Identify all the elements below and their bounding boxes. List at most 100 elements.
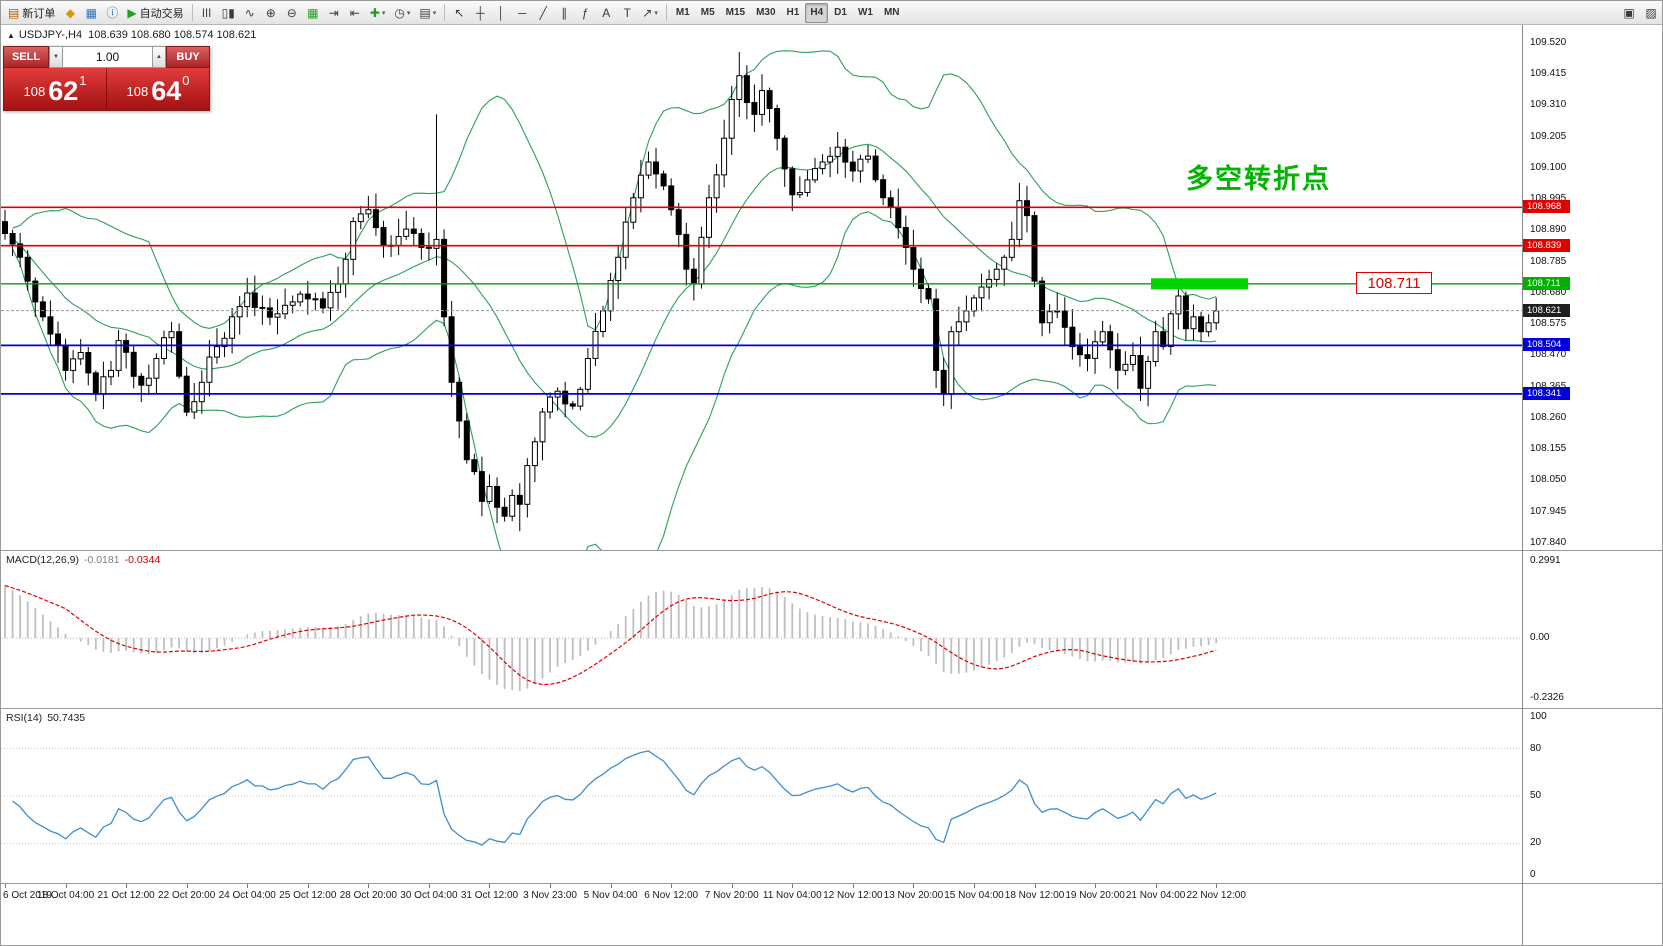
timeframe-m15-button[interactable]: M15 <box>721 3 750 23</box>
panel-splitter[interactable] <box>1 708 1662 709</box>
chart-window-icon[interactable]: ▣ <box>1619 3 1639 23</box>
time-tick <box>489 884 491 888</box>
popup-prices-icon[interactable]: ▨ <box>1641 3 1661 23</box>
volume-up-button[interactable]: ▲ <box>152 46 166 68</box>
time-axis-label: 12 Nov 12:00 <box>823 890 883 901</box>
timeframe-h4-button[interactable]: H4 <box>805 2 829 23</box>
one-click-toggle-icon[interactable]: ▲ <box>7 31 15 40</box>
trendline-icon: ╱ <box>539 5 547 20</box>
price-badge: 108.341 <box>1523 387 1570 400</box>
time-tick <box>973 884 975 888</box>
time-tick <box>186 884 188 888</box>
timeframe-m1-button[interactable]: M1 <box>671 3 695 23</box>
candlestick-chart-icon[interactable]: ▯▮ <box>218 3 239 23</box>
sell-price-panel[interactable]: 108 62 1 <box>4 68 106 110</box>
new-order-button[interactable]: ▤ 新订单 <box>4 3 59 23</box>
candlestick-chart[interactable] <box>1 25 1522 550</box>
chart-window-icon: ▣ <box>1623 5 1635 20</box>
volume-input[interactable] <box>63 46 152 68</box>
cursor-icon[interactable]: ↖ <box>449 3 469 23</box>
timeframe-m15-button-label: M15 <box>725 7 746 18</box>
time-tick <box>368 884 370 888</box>
time-tick <box>307 884 309 888</box>
market-watch-icon[interactable]: ▦ <box>81 3 101 23</box>
time-tick <box>428 884 430 888</box>
price-callout-label[interactable]: 108.711 <box>1356 272 1432 294</box>
bollinger-band-line <box>12 143 1217 438</box>
horizontal-line-icon[interactable]: ─ <box>512 3 532 23</box>
highlight-zone[interactable] <box>1151 278 1248 290</box>
main-chart-area[interactable]: ▲ USDJPY-,H4 108.639 108.680 108.574 108.6… <box>1 25 1522 550</box>
template-chart-icon: ▤ <box>419 5 431 20</box>
time-axis-label: 22 Nov 12:00 <box>1186 890 1246 901</box>
zoom-in-icon[interactable]: ⊕ <box>261 3 281 23</box>
price-axis-label: 108.785 <box>1530 256 1567 267</box>
time-axis-label: 3 Nov 23:00 <box>523 890 577 901</box>
timeframe-m5-button[interactable]: M5 <box>696 3 720 23</box>
zoom-out-icon[interactable]: ⊖ <box>282 3 302 23</box>
metaeditor-icon[interactable]: ◆ <box>60 3 80 23</box>
volume-down-button[interactable]: ▼ <box>49 46 63 68</box>
timeframe-w1-button[interactable]: W1 <box>853 3 878 23</box>
buy-button[interactable]: BUY <box>166 46 210 68</box>
templates-button[interactable]: ▤ ▾ <box>415 3 440 23</box>
tile-windows-icon[interactable]: ▦ <box>303 3 323 23</box>
panel-splitter[interactable] <box>1 883 1662 884</box>
tile-windows-icon: ▦ <box>307 5 319 20</box>
time-axis-label: 28 Oct 20:00 <box>339 890 397 901</box>
toolbar-separator <box>665 4 667 21</box>
panel-splitter[interactable] <box>1 550 1662 551</box>
price-badge: 108.839 <box>1523 239 1570 252</box>
help-icon[interactable]: ⓘ <box>102 3 122 23</box>
rsi-chart[interactable] <box>1 709 1522 883</box>
price-axis-label: 109.100 <box>1530 162 1567 173</box>
trendline-icon[interactable]: ╱ <box>533 3 553 23</box>
time-axis[interactable]: 6 Oct 2019 18 Oct 04:00 21 Oct 12:00 22 Oct… <box>1 884 1662 945</box>
price-axis[interactable]: 109.520 109.415 109.310 109.205 109.100 108.9… <box>1523 25 1662 945</box>
macd-label: MACD(12,26,9) -0.0181 -0.0344 <box>6 554 160 566</box>
macd-title: MACD(12,26,9) <box>6 554 79 566</box>
periods-button[interactable]: ◷ ▾ <box>390 3 414 23</box>
line-chart-icon[interactable]: ∿ <box>240 3 260 23</box>
bar-chart-icon[interactable]: ǀǀǀ <box>197 3 217 23</box>
fibonacci-icon[interactable]: ƒ <box>575 3 595 23</box>
macd-panel[interactable]: MACD(12,26,9) -0.0181 -0.0344 <box>1 551 1522 708</box>
time-axis-label: 15 Nov 04:00 <box>944 890 1004 901</box>
buy-price-panel[interactable]: 108 64 0 <box>107 68 209 110</box>
label-icon[interactable]: T <box>617 3 637 23</box>
text-icon: A <box>602 5 611 20</box>
sell-price-frac: 1 <box>79 73 87 88</box>
price-axis-label: 107.840 <box>1530 537 1567 548</box>
chart-annotation-text[interactable]: 多空转折点 <box>1186 164 1331 194</box>
crosshair-icon[interactable]: ┼ <box>470 3 490 23</box>
timeframe-d1-button[interactable]: D1 <box>829 3 852 23</box>
time-tick <box>1034 884 1036 888</box>
timeframe-h1-button[interactable]: H1 <box>782 3 805 23</box>
price-axis-label: 108.365 <box>1530 381 1566 392</box>
auto-scroll-icon[interactable]: ⇥ <box>324 3 344 23</box>
channel-icon[interactable]: ∥ <box>554 3 574 23</box>
text-icon[interactable]: A <box>596 3 616 23</box>
price-axis-label: 109.205 <box>1530 131 1567 142</box>
toolbar-right-buttons: ▣ ▨ <box>1619 3 1661 23</box>
vertical-line-icon[interactable]: │ <box>491 3 511 23</box>
sell-button[interactable]: SELL <box>3 46 49 68</box>
price-axis-label: 108.575 <box>1530 318 1567 329</box>
zoom-in-icon: ⊕ <box>265 5 276 20</box>
rsi-panel[interactable]: RSI(14) 50.7435 <box>1 709 1522 883</box>
time-axis-label: 30 Oct 04:00 <box>400 890 458 901</box>
macd-chart[interactable] <box>1 551 1522 708</box>
price-axis-label: 108.890 <box>1530 224 1567 235</box>
cursor-icon: ↖ <box>454 5 465 20</box>
buy-price-pips: 64 <box>151 76 182 106</box>
crosshair-icon: ┼ <box>475 5 485 20</box>
shapes-button[interactable]: ↗ ▾ <box>638 3 662 23</box>
autotrading-button[interactable]: ▶ 自动交易 <box>123 3 187 23</box>
timeframe-m30-button[interactable]: M30 <box>751 3 780 23</box>
macd-axis-label: 0.00 <box>1530 632 1550 643</box>
timeframe-mn-button[interactable]: MN <box>879 3 905 23</box>
help-icon: ⓘ <box>106 5 119 20</box>
chart-shift-icon[interactable]: ⇤ <box>345 3 365 23</box>
indicators-button[interactable]: ✚ ▾ <box>366 3 390 23</box>
